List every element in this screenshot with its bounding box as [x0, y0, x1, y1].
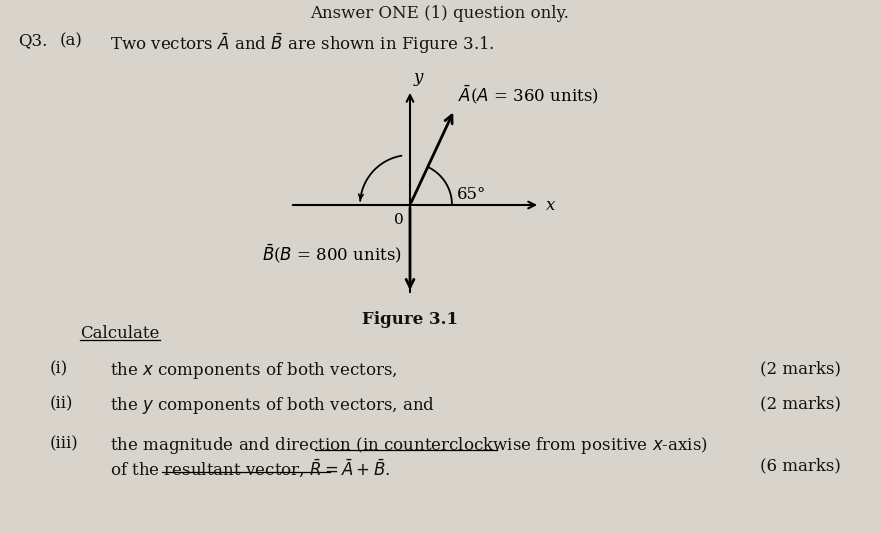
- Text: 0: 0: [395, 213, 404, 227]
- Text: Two vectors $\bar{A}$ and $\bar{B}$ are shown in Figure 3.1.: Two vectors $\bar{A}$ and $\bar{B}$ are …: [110, 32, 495, 56]
- Text: (2 marks): (2 marks): [760, 360, 841, 377]
- Text: (2 marks): (2 marks): [760, 395, 841, 412]
- Text: the magnitude and direction (in counterclockwise from positive $x$-axis): the magnitude and direction (in counterc…: [110, 435, 707, 456]
- Text: Figure 3.1: Figure 3.1: [362, 311, 458, 328]
- Text: (iii): (iii): [50, 435, 78, 452]
- Text: $\bar{B}$($B$ = 800 units): $\bar{B}$($B$ = 800 units): [263, 243, 402, 265]
- Text: Calculate: Calculate: [80, 325, 159, 342]
- Text: (ii): (ii): [50, 395, 73, 412]
- Text: $\bar{A}$($A$ = 360 units): $\bar{A}$($A$ = 360 units): [458, 83, 599, 106]
- Text: 65°: 65°: [457, 186, 486, 203]
- Text: Answer ONE (1) question only.: Answer ONE (1) question only.: [311, 5, 569, 22]
- Text: Q3.: Q3.: [18, 32, 48, 49]
- Text: (a): (a): [60, 32, 83, 49]
- Text: (i): (i): [50, 360, 68, 377]
- Text: of the resultant vector, $\bar{R} = \bar{A}+\bar{B}$.: of the resultant vector, $\bar{R} = \bar…: [110, 457, 390, 479]
- Text: the $x$ components of both vectors,: the $x$ components of both vectors,: [110, 360, 397, 381]
- Text: y: y: [414, 69, 424, 86]
- Text: (6 marks): (6 marks): [760, 457, 840, 474]
- Text: the $y$ components of both vectors, and: the $y$ components of both vectors, and: [110, 395, 435, 416]
- Text: x: x: [546, 197, 555, 214]
